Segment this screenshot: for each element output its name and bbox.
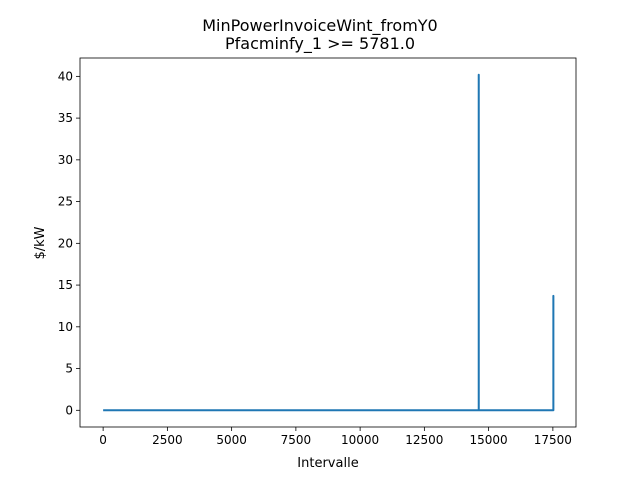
- x-tick-label: 2500: [152, 433, 183, 447]
- y-tick-label: 15: [58, 278, 73, 292]
- y-tick-label: 10: [58, 320, 73, 334]
- y-tick-label: 35: [58, 111, 73, 125]
- y-axis-label: $/kW: [33, 226, 48, 259]
- y-tick-label: 25: [58, 195, 73, 209]
- y-tick-label: 0: [65, 403, 73, 417]
- chart-title: MinPowerInvoiceWint_fromY0: [202, 16, 437, 36]
- y-tick-label: 5: [65, 362, 73, 376]
- y-tick-label: 20: [58, 236, 73, 250]
- y-tick-label: 30: [58, 153, 73, 167]
- x-tick-label: 0: [99, 433, 107, 447]
- x-axis-label: Intervalle: [297, 456, 358, 471]
- x-tick-label: 12500: [405, 433, 443, 447]
- x-tick-label: 10000: [341, 433, 379, 447]
- y-axis: 0 5 10 15 20 25 30 35 40: [58, 69, 80, 417]
- chart-subtitle: Pfacminfy_1 >= 5781.0: [225, 34, 415, 54]
- x-tick-label: 15000: [470, 433, 508, 447]
- series-layer: [103, 73, 555, 412]
- x-tick-label: 5000: [216, 433, 247, 447]
- x-tick-label: 17500: [534, 433, 572, 447]
- y-tick-label: 40: [58, 69, 73, 83]
- series-line: [103, 73, 555, 412]
- x-tick-label: 7500: [281, 433, 312, 447]
- plot-frame: [79, 57, 577, 428]
- x-axis: 0 2500 5000 7500 10000 12500 15000 17500: [99, 427, 572, 447]
